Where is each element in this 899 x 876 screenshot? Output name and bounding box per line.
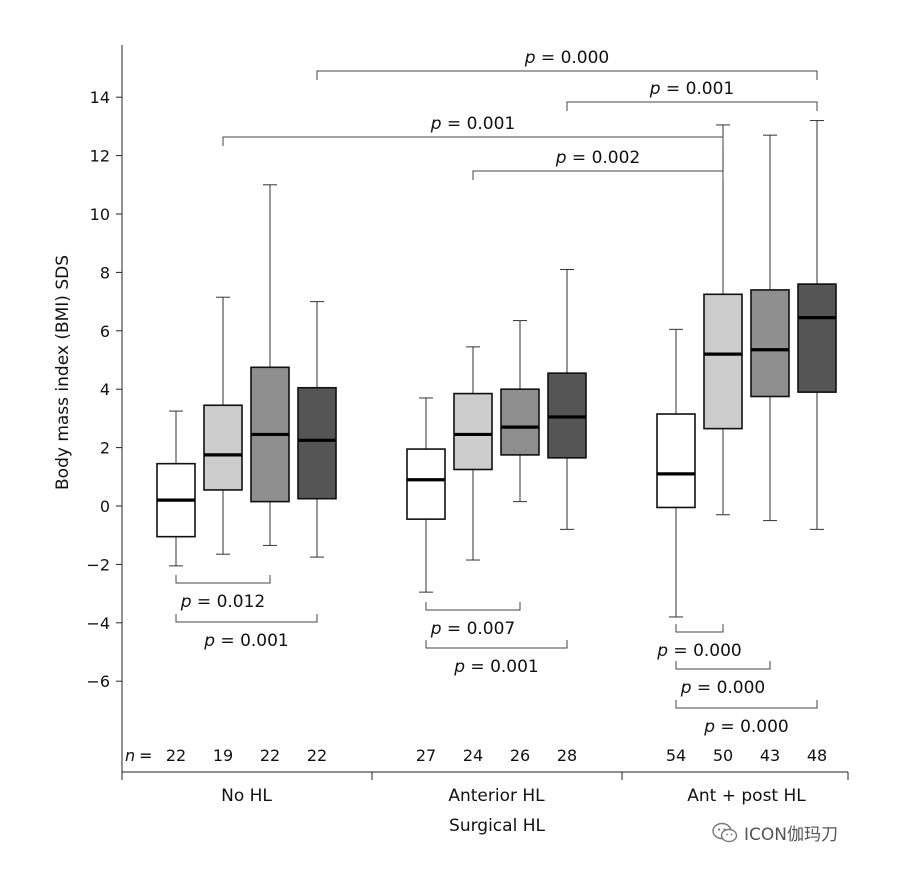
box-2-2: [750, 134, 790, 522]
comparison-2: p = 0.007: [425, 602, 521, 639]
comparison-1: p = 0.001: [175, 614, 318, 651]
y-tick-label: 6: [100, 322, 110, 341]
box-0-0: [156, 410, 196, 567]
watermark: ICON伽玛刀: [712, 820, 838, 845]
box-1-0: [406, 397, 446, 593]
n-value: 22: [260, 746, 280, 765]
box-1-2: [500, 320, 540, 503]
box-series: [156, 120, 837, 618]
p-value-label: p = 0.002: [555, 148, 641, 168]
box-iqr: [453, 392, 493, 471]
y-tick-label: 4: [100, 380, 110, 399]
box-2-3: [797, 120, 837, 530]
bracket-line: [472, 170, 724, 180]
significance-brackets: p = 0.012 p = 0.001 p = 0.007 p = 0.001 p = …: [175, 48, 818, 737]
n-value: 22: [166, 746, 186, 765]
n-value: 28: [557, 746, 577, 765]
y-tick-label: −4: [86, 614, 110, 633]
y-axis-label: Body mass index (BMI) SDS: [53, 255, 73, 490]
bracket-line: [675, 624, 724, 633]
n-value: 26: [510, 746, 530, 765]
y-tick-label: 2: [100, 439, 110, 458]
n-value: 22: [307, 746, 327, 765]
box-iqr: [297, 386, 337, 500]
y-tick-label: −2: [86, 555, 110, 574]
bracket-line: [222, 136, 724, 146]
y-tick-label: 14: [90, 88, 110, 107]
box-iqr: [656, 413, 696, 509]
box-0-3: [297, 301, 337, 558]
p-value-label: p = 0.000: [680, 678, 766, 698]
box-iqr: [203, 404, 243, 491]
p-value-label: p = 0.001: [203, 631, 289, 651]
box-iqr: [797, 283, 837, 393]
y-tick-label: 12: [90, 147, 110, 166]
p-value-label: p = 0.007: [430, 619, 516, 639]
bracket-line: [425, 602, 521, 611]
bracket-line: [675, 700, 818, 709]
box-2-1: [703, 124, 743, 516]
bracket-line: [175, 614, 318, 623]
comparison-5: p = 0.000: [675, 661, 771, 698]
n-value: 43: [760, 746, 780, 765]
p-value-label: p = 0.001: [649, 79, 735, 99]
group-label: Ant + post HL: [687, 786, 806, 806]
group-label: No HL: [221, 786, 272, 806]
comparison-6: p = 0.000: [675, 700, 818, 737]
n-value: 54: [666, 746, 686, 765]
p-value-label: p = 0.001: [430, 114, 516, 134]
bracket-line: [425, 640, 568, 649]
bracket-line: [675, 661, 771, 670]
n-value: 24: [463, 746, 483, 765]
box-1-3: [547, 268, 587, 530]
y-tick-label: 0: [100, 497, 110, 516]
x-axis-label: Surgical HL: [449, 816, 545, 836]
p-value-label: p = 0.001: [453, 657, 539, 677]
p-value-label: p = 0.000: [703, 717, 789, 737]
y-tick-label: 10: [90, 205, 110, 224]
bracket-line: [175, 575, 271, 584]
box-iqr: [406, 448, 446, 520]
group-label: Anterior HL: [448, 786, 545, 806]
p-value-label: p = 0.012: [180, 592, 266, 612]
comparison-3: p = 0.001: [425, 640, 568, 677]
y-tick-label: −6: [86, 672, 110, 691]
box-0-1: [203, 296, 243, 555]
p-value-label: p = 0.000: [656, 641, 742, 661]
n-value: 19: [213, 746, 233, 765]
n-equals: =: [139, 746, 152, 765]
bracket-line: [566, 101, 818, 111]
comparison-8: p = 0.001: [222, 114, 724, 146]
y-tick-label: 8: [100, 263, 110, 282]
n-label: n: [125, 746, 135, 765]
comparison-9: p = 0.001: [566, 79, 818, 111]
n-value: 50: [713, 746, 733, 765]
comparison-7: p = 0.002: [472, 148, 724, 180]
box-iqr: [703, 293, 743, 430]
comparison-10: p = 0.000: [316, 48, 818, 80]
n-value: 48: [807, 746, 827, 765]
group-1: [406, 268, 587, 593]
n-value: 27: [416, 746, 436, 765]
bracket-line: [316, 70, 818, 80]
comparison-0: p = 0.012: [175, 575, 271, 612]
wechat-icon: [712, 822, 738, 842]
box-0-2: [250, 184, 290, 546]
watermark-text: ICON伽玛刀: [744, 825, 838, 845]
axes: [116, 45, 849, 780]
box-2-0: [656, 328, 696, 618]
comparison-4: p = 0.000: [656, 624, 742, 661]
box-iqr: [500, 388, 540, 456]
p-value-label: p = 0.000: [524, 48, 610, 68]
box-iqr: [750, 289, 790, 398]
group-2: [656, 120, 837, 618]
box-1-1: [453, 346, 493, 561]
group-0: [156, 184, 337, 567]
